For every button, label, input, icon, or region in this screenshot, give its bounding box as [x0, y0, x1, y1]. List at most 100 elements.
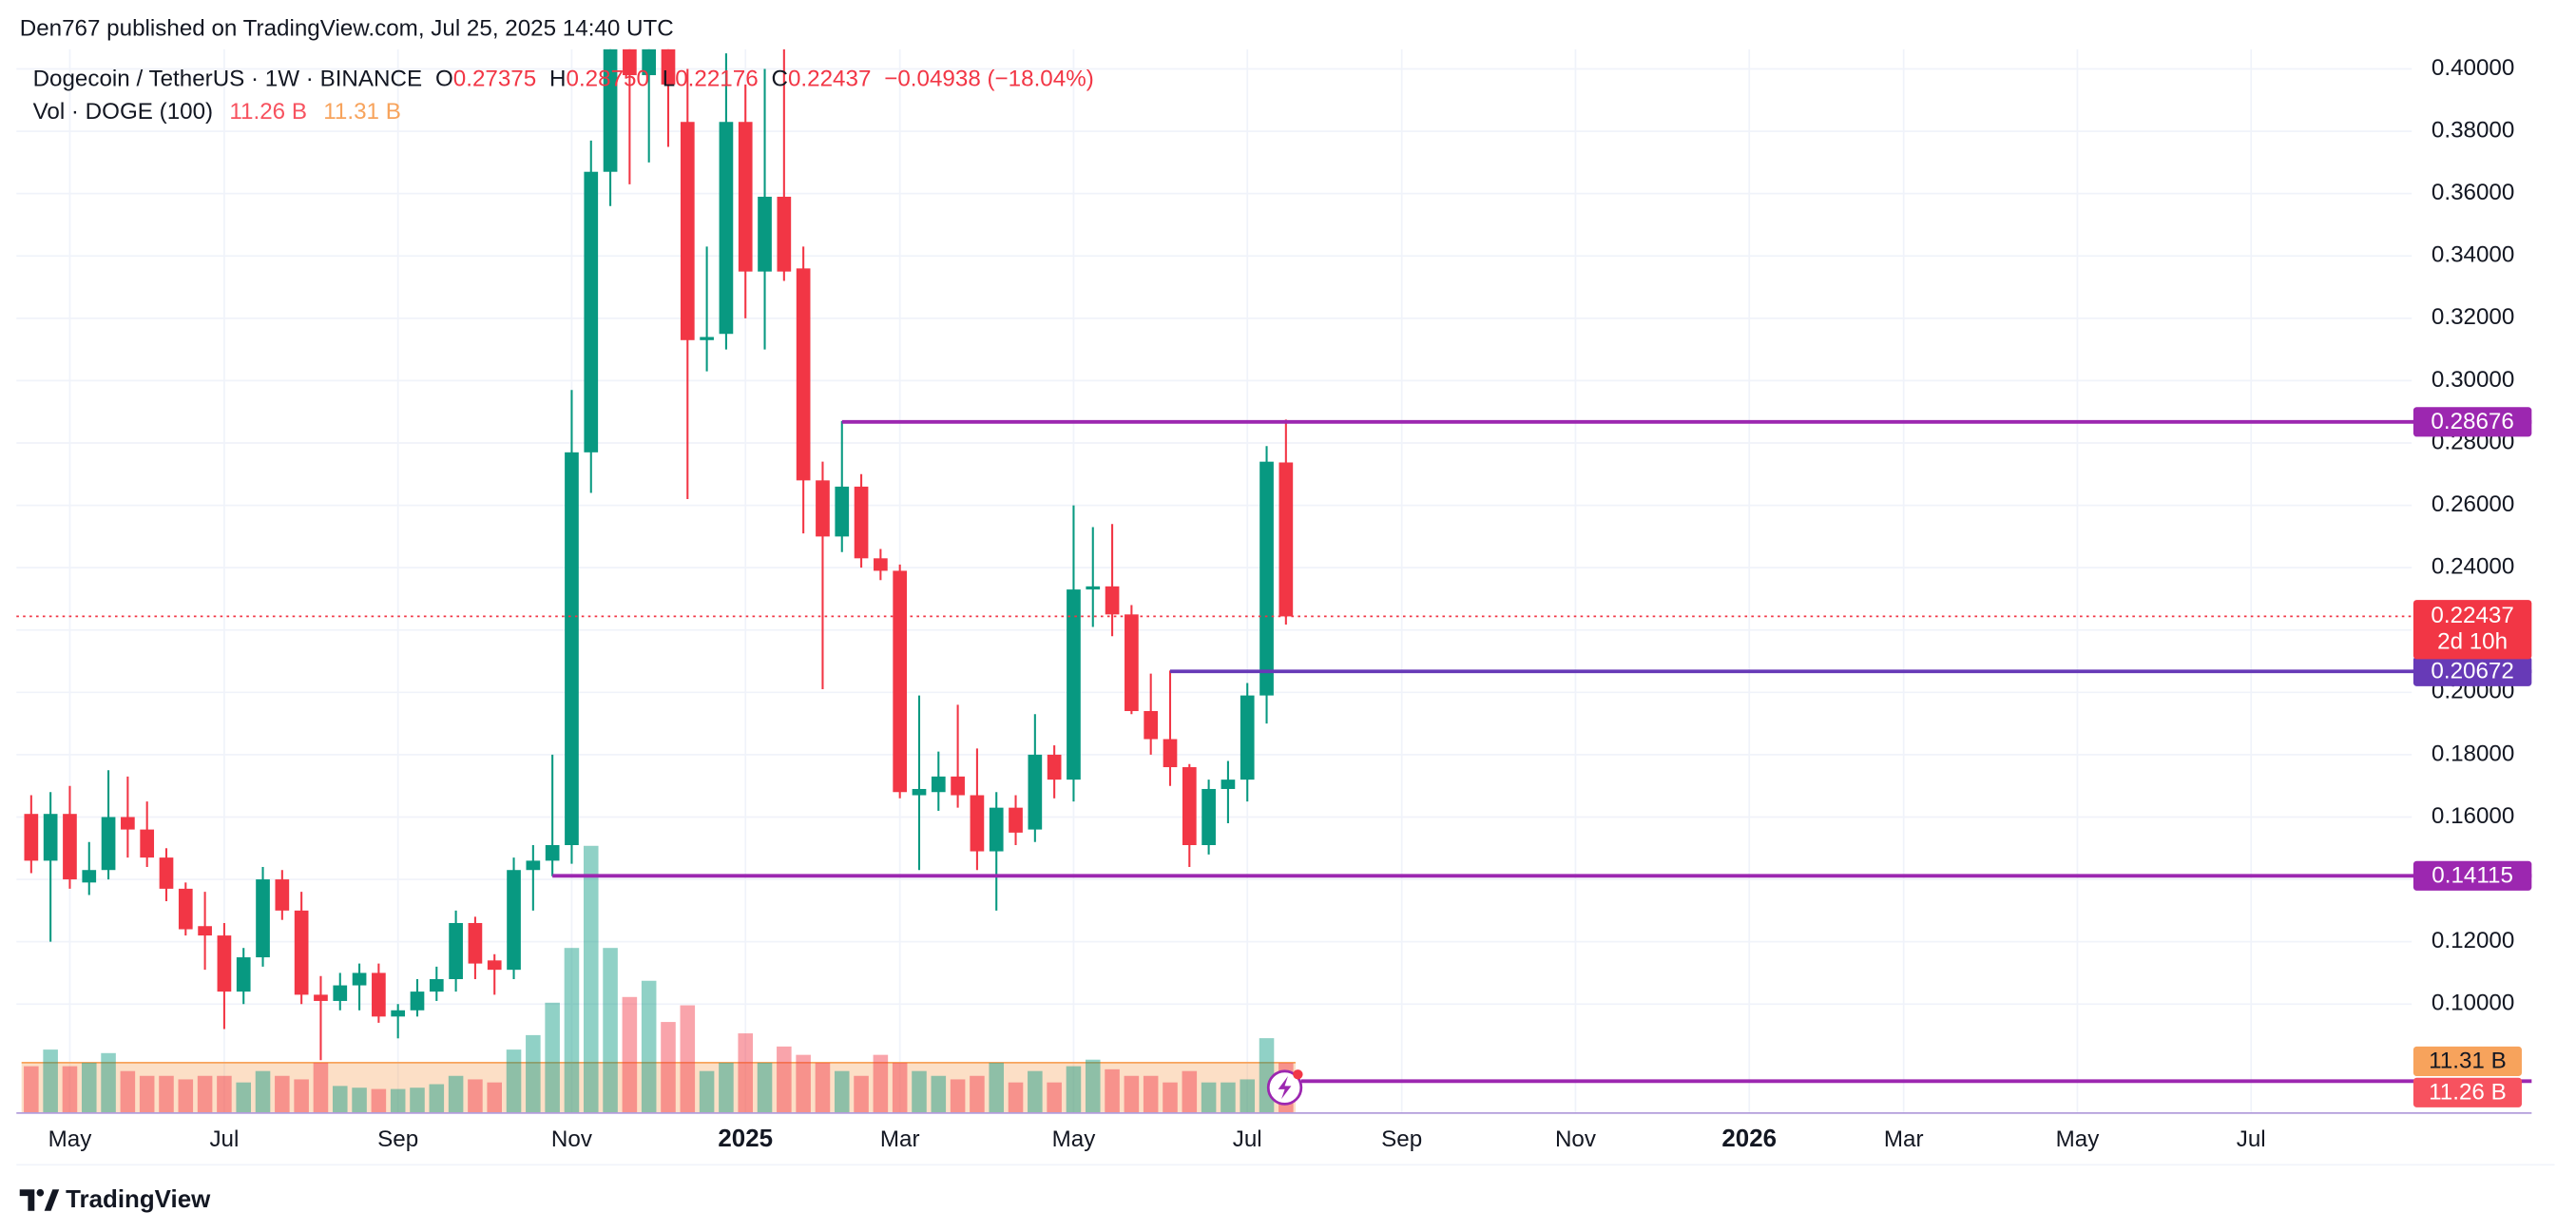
volume-bar [583, 845, 599, 1113]
candle-body [294, 910, 309, 995]
levels [16, 419, 2532, 1084]
candle-body [352, 972, 367, 986]
volume-ma-tag [2413, 1046, 2522, 1076]
level-tag [2413, 407, 2532, 437]
footer-brand: TradingView [66, 1186, 211, 1213]
ohlc-legend: Dogecoin / TetherUS · 1W · BINANCE O0.273… [33, 67, 1094, 92]
symbol: Dogecoin / TetherUS · 1W · BINANCE [33, 67, 423, 92]
volume-bar [371, 1088, 387, 1113]
candle-body [603, 48, 618, 172]
volume-bar [970, 1075, 985, 1113]
o-label: O [435, 67, 453, 92]
volume-bar [1008, 1082, 1024, 1113]
volume-bar [159, 1075, 174, 1113]
candle-body [410, 991, 425, 1011]
volume-bar [834, 1070, 850, 1113]
candle-body [526, 860, 541, 871]
candle-body [1163, 739, 1178, 768]
volume-bar [777, 1046, 792, 1113]
candle-body [1105, 586, 1120, 615]
candle-body [912, 788, 927, 796]
footer-logo [19, 1188, 60, 1211]
candle-body [63, 814, 77, 880]
volume-bar [1028, 1070, 1043, 1113]
candle-body [642, 48, 657, 76]
volume-bar [429, 1084, 445, 1113]
candle-body [82, 870, 97, 883]
candle-body [1201, 788, 1216, 845]
x-tick-label: May [1052, 1126, 1097, 1152]
level-tag-label: 0.28676 [2431, 409, 2513, 434]
volume-bar [757, 1062, 773, 1113]
volume-bar [332, 1086, 348, 1113]
volume-name: Vol · DOGE (100) [33, 100, 214, 125]
candle-body [159, 857, 174, 889]
candle-body [989, 807, 1004, 852]
candle-body [372, 972, 386, 1017]
volume-bar [1163, 1082, 1178, 1113]
candle-body [487, 960, 502, 971]
level-tag [2413, 656, 2532, 686]
volume-bar [178, 1079, 194, 1113]
volume-bar [390, 1088, 406, 1113]
candle-body [217, 935, 232, 992]
candle-body [1221, 780, 1236, 789]
volume-bar [275, 1075, 290, 1113]
volume-bar [1047, 1082, 1062, 1113]
candle-body [1067, 589, 1081, 780]
candle-body [256, 879, 270, 958]
volume-bar [468, 1079, 483, 1113]
candle-body [1144, 710, 1159, 740]
x-tick-label: Mar [880, 1126, 920, 1152]
volume-bar [641, 980, 657, 1113]
candle-body [565, 452, 579, 845]
candle-body [449, 922, 463, 979]
volume-bar [931, 1075, 947, 1113]
last-price-tag [2413, 600, 2532, 660]
volume-bar [313, 1062, 329, 1113]
publisher: Den767 published on TradingView.com, Jul… [20, 15, 674, 41]
candle-body [43, 814, 58, 861]
candle-body [623, 48, 637, 76]
volume-bar [1259, 1038, 1275, 1113]
level-tag-label: 0.14115 [2432, 863, 2513, 889]
volume-bar [294, 1079, 309, 1113]
volume-bar [487, 1082, 503, 1113]
x-tick-label: Jul [209, 1126, 239, 1152]
volume-bar [1182, 1070, 1198, 1113]
volume-bar [506, 1049, 522, 1113]
y-tick-label: 0.40000 [2432, 55, 2514, 81]
candle-body [1182, 767, 1197, 845]
alert-icon[interactable] [1266, 1069, 1303, 1106]
candle-body [1086, 586, 1101, 590]
x-tick-label: Jul [2237, 1126, 2266, 1152]
y-tick-label: 0.18000 [2432, 741, 2514, 766]
y-tick-label: 0.34000 [2432, 242, 2514, 268]
candle-body [178, 888, 193, 930]
candle-body [101, 817, 116, 871]
volume-bar [661, 1022, 676, 1113]
l-label: L [663, 67, 675, 92]
candle-body [931, 776, 946, 793]
candle-body [468, 922, 483, 964]
y-tick-label: 0.32000 [2432, 304, 2514, 330]
volume-value: 11.26 B [229, 100, 307, 125]
volume-pane [21, 845, 1296, 1113]
volume-bar [255, 1070, 271, 1113]
volume-bar [1201, 1082, 1217, 1113]
candle-body [24, 814, 39, 861]
volume-bar [1124, 1075, 1140, 1113]
last-price-label: 0.22437 [2431, 603, 2513, 628]
y-tick-label: 0.26000 [2432, 491, 2514, 517]
candle-body [874, 558, 888, 571]
volume-bar [236, 1082, 252, 1113]
volume-bar [1105, 1068, 1120, 1113]
volume-bar [892, 1062, 908, 1113]
x-tick-label: Mar [1884, 1126, 1924, 1152]
volume-bar [217, 1075, 232, 1113]
volume-tag-label: 11.26 B [2429, 1080, 2507, 1106]
volume-bar [564, 948, 580, 1113]
candle-body [796, 268, 811, 481]
